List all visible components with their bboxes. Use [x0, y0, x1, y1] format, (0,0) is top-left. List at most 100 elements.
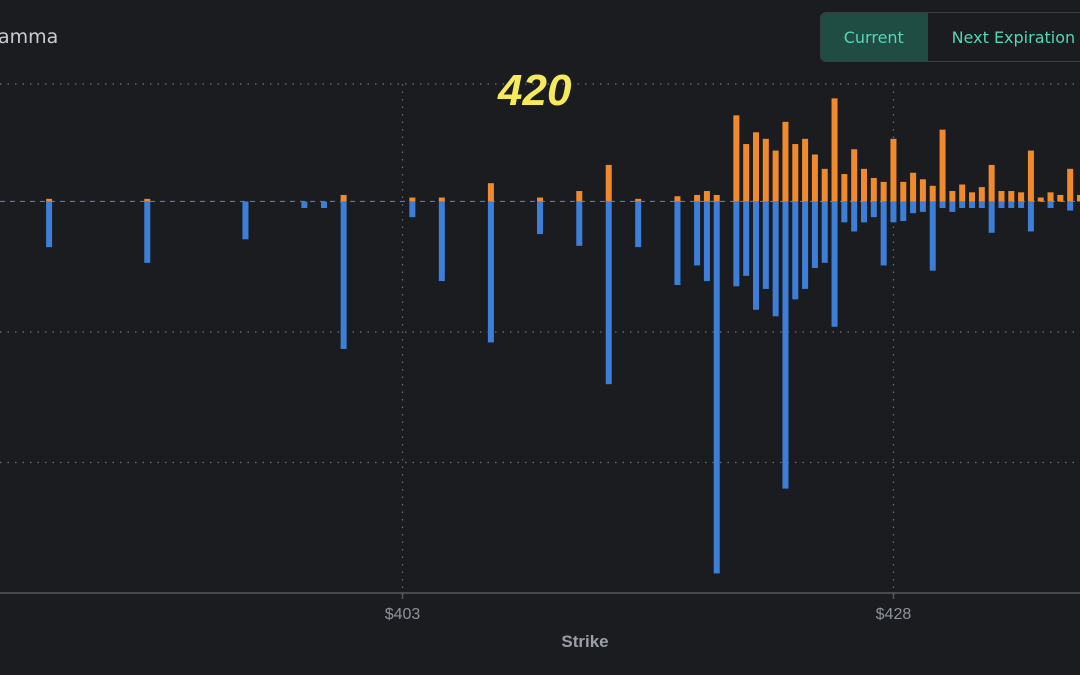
gamma-bar [674, 201, 681, 285]
gamma-bar [959, 201, 966, 208]
gamma-bar [772, 201, 779, 317]
gamma-bar [301, 201, 308, 208]
gamma-bar [537, 201, 543, 235]
gamma-bar [1008, 191, 1015, 202]
gamma-bar [880, 201, 887, 266]
gamma-bar [988, 164, 995, 202]
gamma-bar [802, 201, 809, 289]
x-axis-label: Strike [561, 632, 609, 651]
gamma-bar [831, 201, 838, 327]
gamma-bar [861, 168, 867, 202]
gamma-bar [900, 201, 907, 222]
gamma-bar [537, 197, 543, 202]
gamma-bar [46, 198, 53, 202]
gamma-bar [900, 181, 907, 202]
gamma-bar [772, 150, 779, 202]
gamma-bar [242, 201, 249, 240]
next-expiration-button[interactable]: Next Expiration [951, 27, 1076, 47]
gamma-bar [321, 201, 327, 208]
gamma-bar [762, 201, 769, 289]
gamma-bar [1027, 150, 1034, 202]
gamma-bar [743, 144, 750, 202]
x-tick-label: $403 [385, 606, 421, 623]
gamma-bar [635, 201, 642, 248]
bars [46, 98, 1080, 574]
gamma-bar [576, 191, 583, 202]
gamma-bar [438, 201, 445, 282]
gamma-bar [694, 194, 701, 202]
gamma-bar [703, 201, 710, 282]
gamma-bar [753, 201, 759, 310]
gamma-bar [802, 138, 809, 202]
gamma-bar [1047, 201, 1054, 208]
grid-lines [0, 83, 1080, 593]
gamma-bar [841, 174, 848, 202]
gamma-bar [998, 201, 1005, 208]
gamma-bar [1077, 194, 1080, 202]
gamma-bar [1008, 201, 1015, 208]
gamma-bar [821, 201, 828, 263]
gamma-bar [340, 194, 347, 202]
gamma-bar [713, 201, 720, 574]
gamma-bar [753, 132, 759, 202]
gamma-bar [733, 115, 740, 202]
gamma-bar [1067, 201, 1074, 211]
gamma-bar [46, 201, 53, 248]
gamma-bar [1047, 192, 1054, 202]
expiration-toggle: Current Next Expiration [820, 12, 1080, 62]
strike-annotation: 420 [498, 66, 572, 115]
gamma-bar [694, 201, 701, 266]
gamma-bar [929, 185, 936, 202]
gamma-bar [1018, 192, 1025, 202]
gamma-bar [919, 179, 926, 202]
gamma-bar [998, 191, 1005, 202]
gamma-bar [635, 198, 642, 202]
gamma-bar [782, 201, 789, 489]
gamma-bar [438, 197, 445, 202]
gamma-bar [703, 191, 710, 202]
x-tick-label: $428 [876, 606, 912, 623]
gamma-bar [487, 183, 494, 202]
gamma-bar [792, 201, 799, 300]
gamma-bar [1067, 168, 1074, 202]
gamma-bar [949, 191, 956, 202]
gamma-bar [811, 154, 818, 202]
gamma-bar [605, 201, 612, 385]
gamma-bar [144, 201, 151, 263]
gamma-bar [959, 184, 966, 202]
gamma-bar [890, 138, 897, 202]
gamma-bar [969, 192, 975, 202]
gamma-bar [880, 181, 887, 202]
gamma-bar [939, 201, 946, 208]
gamma-bar [821, 168, 828, 202]
gamma-bar [910, 201, 917, 214]
gamma-bar [576, 201, 583, 246]
x-axis: $403 $428 [0, 592, 1080, 623]
gamma-bar [890, 201, 897, 223]
gamma-bar [919, 201, 926, 212]
gamma-bar [1057, 194, 1064, 202]
gamma-bar [1037, 197, 1044, 202]
gamma-bar [870, 177, 877, 202]
gamma-bar [949, 201, 956, 212]
gamma-bar [487, 201, 494, 343]
gamma-bar [792, 144, 799, 202]
gamma-bar [978, 201, 985, 208]
gamma-bar [831, 98, 838, 202]
gamma-bar [929, 201, 936, 271]
gamma-bar [988, 201, 995, 233]
gamma-bar [851, 149, 858, 202]
chart-title: amma [0, 26, 59, 48]
gamma-bar [939, 129, 946, 202]
gamma-bar [1018, 201, 1025, 208]
gamma-bar [144, 198, 151, 202]
gamma-bar [870, 201, 877, 218]
gamma-bar [861, 201, 867, 223]
current-button[interactable]: Current [821, 13, 928, 61]
gamma-bar [674, 196, 681, 202]
gamma-bar [340, 201, 347, 349]
gamma-bar [713, 194, 720, 202]
gamma-bar [851, 201, 858, 232]
gamma-bar [409, 197, 416, 202]
